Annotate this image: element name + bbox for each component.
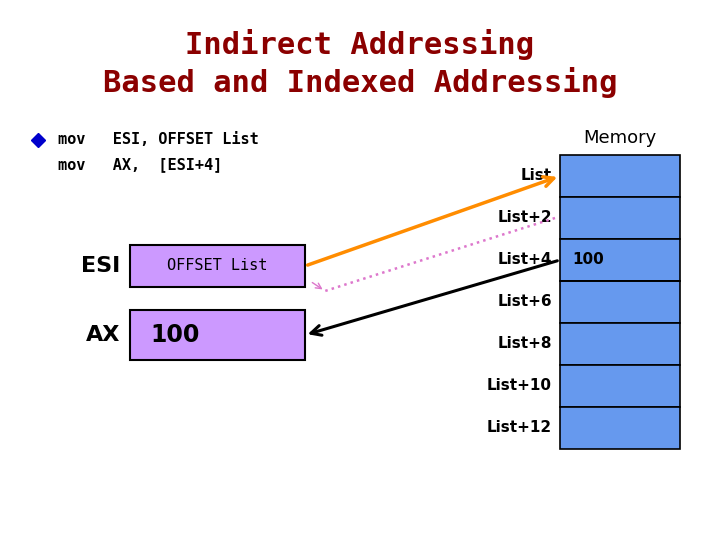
Bar [560,281,680,323]
Text: Memory: Memory [583,129,657,147]
Text: Based and Indexed Addressing: Based and Indexed Addressing [103,66,617,98]
Text: mov   ESI, OFFSET List: mov ESI, OFFSET List [58,132,258,147]
Text: 100: 100 [150,323,199,347]
Text: ESI: ESI [81,256,120,276]
Bar [130,310,305,360]
Text: OFFSET List: OFFSET List [167,259,268,273]
Text: List+8: List+8 [498,336,552,352]
Bar [560,407,680,449]
Text: List+12: List+12 [487,421,552,435]
Text: List+10: List+10 [487,379,552,394]
Text: List+2: List+2 [498,211,552,226]
Text: Indirect Addressing: Indirect Addressing [186,30,534,60]
Bar [130,245,305,287]
Text: List+4: List+4 [498,253,552,267]
Text: List: List [521,168,552,184]
Bar [560,365,680,407]
Bar [560,323,680,365]
Bar [560,197,680,239]
Bar [560,239,680,281]
Text: List+6: List+6 [498,294,552,309]
Text: 100: 100 [572,253,604,267]
Bar [560,155,680,197]
Text: AX: AX [86,325,120,345]
Text: mov   AX,  [ESI+4]: mov AX, [ESI+4] [58,158,222,172]
